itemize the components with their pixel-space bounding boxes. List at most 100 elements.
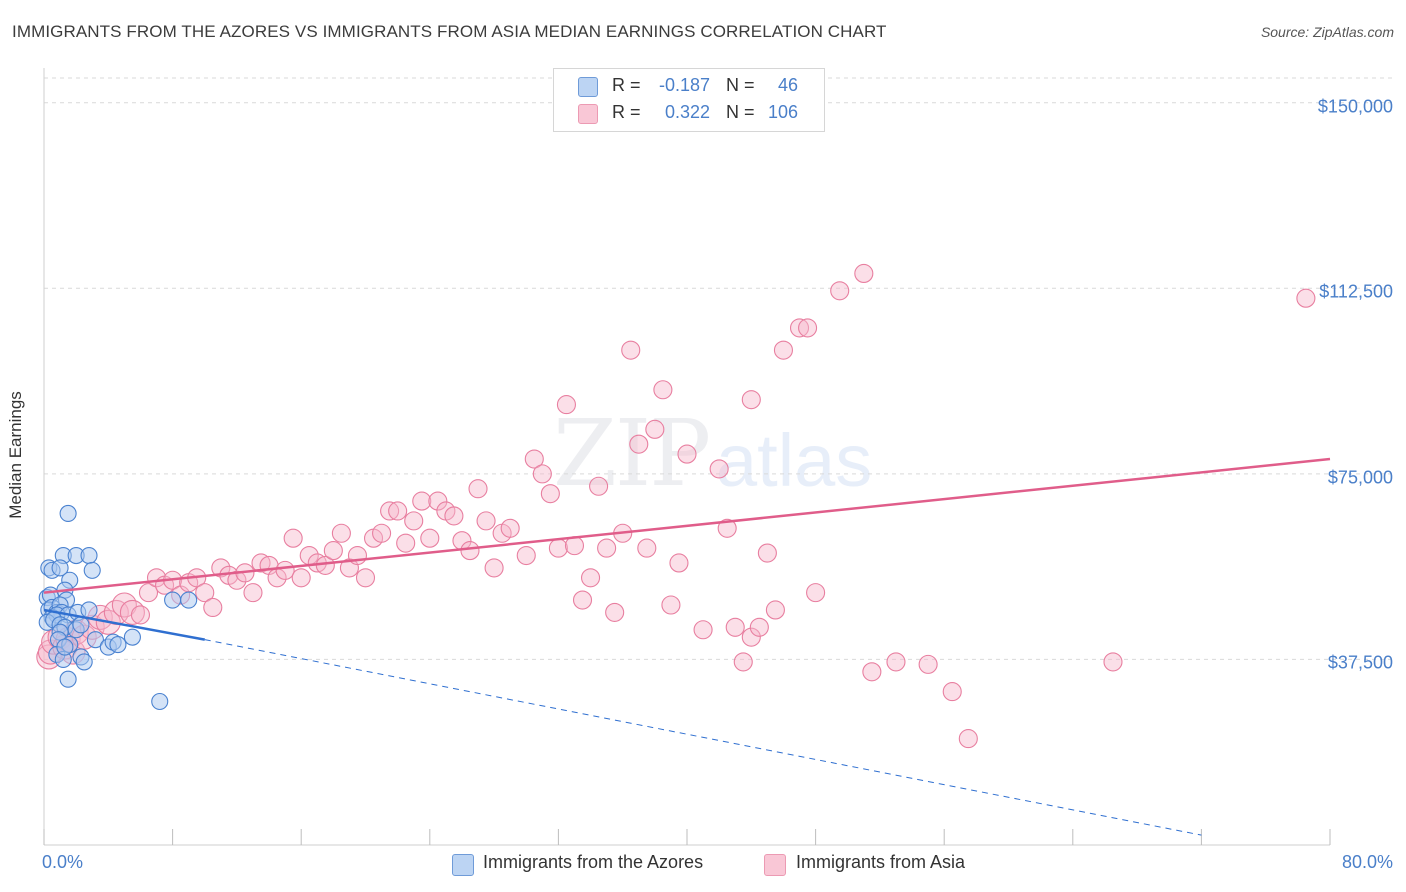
asia-point xyxy=(275,560,295,580)
legend-swatch-azores xyxy=(578,77,598,97)
legend-r-label: R = xyxy=(612,102,641,122)
asia-point xyxy=(388,501,408,521)
asia-point xyxy=(757,543,777,563)
azores-point xyxy=(75,653,93,671)
asia-point xyxy=(138,583,159,603)
asia-point xyxy=(645,419,665,439)
asia-point xyxy=(412,491,432,511)
asia-point xyxy=(355,568,376,588)
legend-row-asia: R = 0.322 N = 106 xyxy=(554,100,824,127)
asia-point xyxy=(741,390,761,410)
asia-point xyxy=(524,449,544,469)
y-tick-label: $37,500 xyxy=(1327,652,1393,673)
series-asia xyxy=(36,263,1316,749)
asia-point xyxy=(227,570,247,590)
asia-point xyxy=(854,263,874,284)
legend-r-value: 0.322 xyxy=(664,102,710,122)
asia-point xyxy=(709,459,729,479)
asia-point xyxy=(331,523,351,543)
asia-point xyxy=(773,340,794,360)
asia-point xyxy=(556,395,576,415)
asia-point xyxy=(420,528,440,548)
y-tick-label: $75,000 xyxy=(1327,467,1393,488)
asia-point xyxy=(765,600,785,620)
asia-point xyxy=(637,538,657,558)
asia-point xyxy=(243,583,263,603)
asia-point xyxy=(830,281,850,301)
azores-point xyxy=(80,601,98,619)
asia-point xyxy=(211,558,231,578)
x-tick-label-min: 0.0% xyxy=(42,852,84,872)
legend-row-azores: R = -0.187 N = 46 xyxy=(554,73,824,100)
asia-point xyxy=(572,590,593,610)
asia-point xyxy=(958,729,978,749)
asia-point xyxy=(251,553,271,573)
asia-trend-line xyxy=(43,457,1331,594)
chart-title: IMMIGRANTS FROM THE AZORES VS IMMIGRANTS… xyxy=(12,22,887,41)
watermark-atlas: atlas xyxy=(716,419,873,502)
azores-point xyxy=(72,616,90,634)
asia-point xyxy=(291,568,311,588)
asia-point xyxy=(476,511,496,531)
asia-point xyxy=(404,511,424,531)
asia-point xyxy=(942,682,962,702)
asia-point xyxy=(677,444,697,464)
azores-point xyxy=(51,559,69,577)
x-tick-label-max: 80.0% xyxy=(1341,852,1393,872)
asia-point xyxy=(725,617,745,637)
asia-point xyxy=(323,541,343,561)
asia-point xyxy=(653,380,673,400)
azores-point xyxy=(123,628,141,646)
asia-point xyxy=(621,340,641,360)
asia-point xyxy=(516,545,536,566)
asia-point xyxy=(741,627,761,647)
asia-point xyxy=(460,541,480,561)
azores-point xyxy=(56,638,74,656)
asia-point xyxy=(693,620,713,640)
legend-n-value: 46 xyxy=(777,75,798,95)
legend-n-value: 106 xyxy=(767,102,798,122)
bottom-legend-label-asia: Immigrants from Asia xyxy=(796,852,966,872)
bottom-legend-swatch-asia xyxy=(764,854,786,876)
bottom-legend-swatch-azores xyxy=(452,854,474,876)
asia-point xyxy=(580,568,601,588)
legend-r-label: R = xyxy=(612,75,641,95)
azores-point xyxy=(86,631,104,649)
asia-point xyxy=(380,501,400,521)
asia-point xyxy=(372,523,392,543)
y-tick-label: $112,500 xyxy=(1319,281,1393,302)
asia-point xyxy=(629,434,649,454)
asia-point xyxy=(532,464,552,484)
watermark-zip: ZIP xyxy=(553,400,711,507)
asia-point xyxy=(111,592,137,618)
asia-point xyxy=(396,533,416,553)
asia-point xyxy=(1103,652,1123,672)
asia-point xyxy=(203,597,223,618)
azores-point xyxy=(151,692,169,711)
asia-point xyxy=(1296,288,1316,308)
asia-point xyxy=(428,491,448,511)
series-azores xyxy=(38,504,198,711)
azores-point xyxy=(83,561,101,579)
source-label[interactable]: Source: ZipAtlas.com xyxy=(1260,24,1394,40)
asia-point xyxy=(717,518,737,538)
asia-point xyxy=(661,595,681,615)
asia-point xyxy=(283,528,303,548)
azores-point xyxy=(80,546,98,565)
legend-r-value: -0.187 xyxy=(658,75,710,95)
asia-point xyxy=(195,583,215,603)
axes xyxy=(43,68,1331,846)
asia-point xyxy=(548,538,568,558)
asia-point xyxy=(798,318,818,338)
asia-point xyxy=(789,318,810,338)
legend-swatch-asia xyxy=(578,104,598,124)
asia-point xyxy=(806,583,826,603)
azores-point xyxy=(109,636,127,654)
asia-point xyxy=(733,652,753,672)
y-tick-label: $150,000 xyxy=(1317,96,1393,117)
azores-trend-line xyxy=(43,608,205,641)
asia-point xyxy=(669,553,689,573)
asia-point xyxy=(605,602,625,622)
asia-point xyxy=(589,476,609,496)
